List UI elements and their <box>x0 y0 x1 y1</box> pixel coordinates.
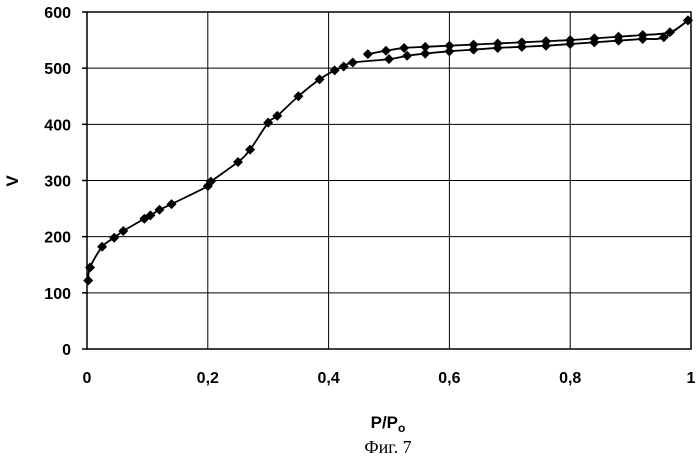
x-tick-label: 0,2 <box>197 370 219 387</box>
series-markers <box>83 15 693 285</box>
y-tick-label: 100 <box>44 286 71 303</box>
x-tick-label: 1 <box>687 370 696 387</box>
y-tick-label: 600 <box>44 5 71 22</box>
data-point-marker <box>381 46 391 56</box>
x-axis-ticks: 0 0,2 0,4 0,6 0,8 1 <box>83 370 696 387</box>
x-axis-title: P/Po <box>371 413 406 435</box>
data-point-marker <box>154 205 164 215</box>
data-point-marker <box>167 199 177 209</box>
y-axis-title: V <box>3 175 22 187</box>
x-tick-label: 0,8 <box>559 370 581 387</box>
data-point-marker <box>469 40 479 50</box>
data-point-marker <box>384 54 394 64</box>
y-tick-label: 0 <box>62 342 71 359</box>
data-point-marker <box>339 61 349 71</box>
x-tick-label: 0,4 <box>317 370 339 387</box>
data-point-marker <box>83 275 93 285</box>
y-tick-label: 200 <box>44 230 71 247</box>
x-tick-label: 0 <box>83 370 92 387</box>
y-axis-ticks: 0 100 200 300 400 500 600 <box>44 5 87 359</box>
y-tick-label: 500 <box>44 61 71 78</box>
figure-caption: Фиг. 7 <box>364 437 411 457</box>
data-point-marker <box>330 65 340 75</box>
data-point-marker <box>363 49 373 59</box>
y-tick-label: 400 <box>44 117 71 134</box>
data-point-marker <box>348 58 358 68</box>
data-point-marker <box>420 42 430 52</box>
x-tick-label: 0,6 <box>438 370 460 387</box>
data-point-marker <box>444 41 454 51</box>
x-axis-title-subscript: o <box>398 421 405 435</box>
y-tick-label: 300 <box>44 174 71 191</box>
x-axis-title-main: P/P <box>371 413 398 432</box>
